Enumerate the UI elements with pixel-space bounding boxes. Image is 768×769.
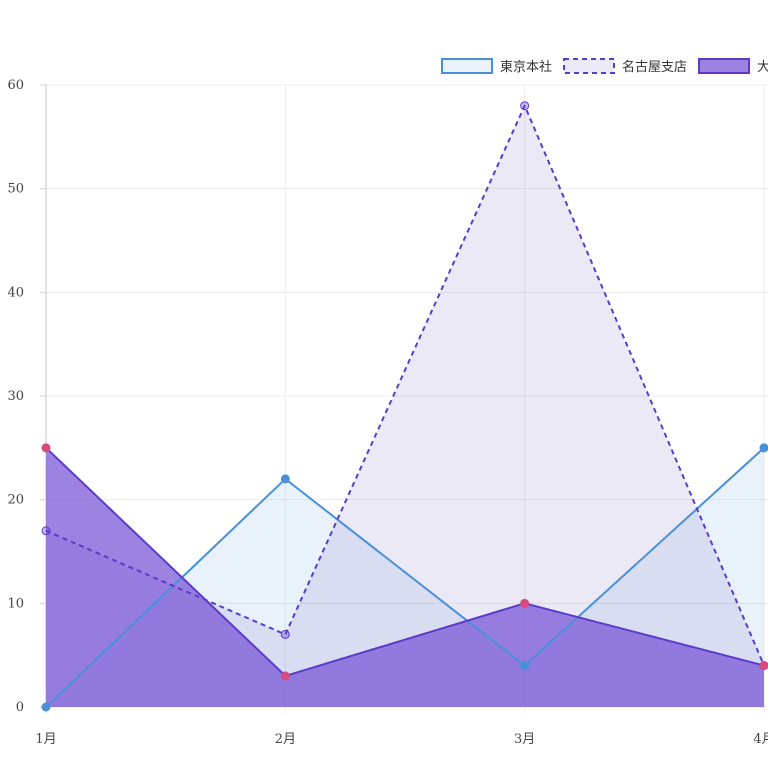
legend[interactable]: 東京本社 名古屋支店 大	[441, 58, 768, 75]
legend-swatch	[698, 58, 751, 74]
legend-label: 名古屋支店	[622, 59, 687, 75]
legend-item-1[interactable]: 東京本社	[441, 58, 552, 75]
y-tick-label: 0	[16, 700, 24, 715]
legend-swatch	[563, 58, 616, 74]
data-point	[41, 526, 51, 536]
legend-item-2[interactable]: 名古屋支店	[563, 58, 687, 75]
y-tick-label: 40	[7, 285, 24, 300]
data-point	[520, 101, 530, 111]
series-area-2	[46, 105, 764, 707]
series-line-2	[45, 104, 765, 666]
data-point	[759, 443, 768, 453]
series-line-1	[45, 447, 765, 708]
x-tick-label: 1月	[35, 732, 56, 747]
y-tick-label: 10	[7, 596, 24, 611]
data-point	[280, 474, 290, 484]
data-point	[759, 661, 768, 671]
series-areas	[46, 105, 764, 707]
series-points	[41, 101, 768, 712]
data-point	[520, 661, 530, 671]
data-point	[41, 702, 51, 712]
data-point	[280, 629, 290, 639]
series-line-3	[45, 447, 765, 677]
series-area-3	[46, 447, 764, 707]
x-axis-ticks: 1月 2月 3月 4月	[35, 732, 768, 747]
y-axis-ticks: 0 10 20 30 40 50 60	[7, 78, 24, 715]
x-tick-label: 2月	[275, 732, 296, 747]
series-lines	[45, 104, 765, 708]
y-tick-label: 60	[7, 78, 24, 93]
y-tick-label: 30	[7, 389, 24, 404]
y-tick-label: 50	[7, 182, 24, 197]
data-point	[280, 671, 290, 681]
x-tick-label: 3月	[514, 732, 535, 747]
legend-label: 東京本社	[500, 59, 552, 75]
x-tick-label: 4月	[753, 732, 768, 747]
data-point	[41, 443, 51, 453]
legend-item-3[interactable]: 大	[698, 58, 768, 75]
data-point	[520, 598, 530, 608]
y-tick-label: 20	[7, 493, 24, 508]
legend-label: 大	[757, 60, 768, 75]
legend-swatch	[441, 58, 493, 74]
